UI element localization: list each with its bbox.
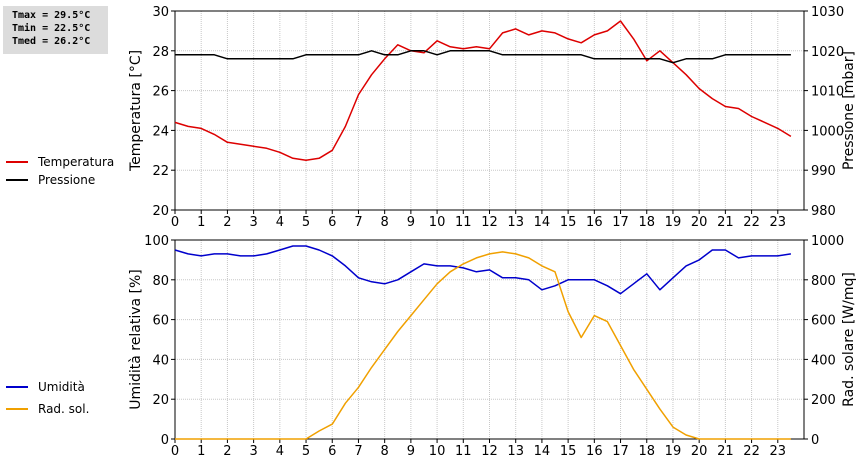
x-tick-label: 15 [560, 215, 577, 230]
x-tick-label: 2 [223, 444, 231, 459]
x-tick-label: 22 [743, 444, 760, 459]
y-left-tick-label: 60 [152, 314, 169, 329]
x-tick-label: 19 [665, 444, 682, 459]
x-tick-label: 22 [743, 215, 760, 230]
x-tick-label: 21 [717, 444, 734, 459]
x-tick-label: 1 [197, 444, 205, 459]
y-left-tick-label: 22 [152, 164, 169, 179]
x-tick-label: 8 [381, 444, 389, 459]
y-left-tick-label: 20 [152, 393, 169, 408]
x-tick-label: 14 [534, 215, 551, 230]
x-tick-label: 20 [691, 444, 708, 459]
y-left-tick-label: 80 [152, 274, 169, 289]
y-left-tick-label: 24 [152, 124, 169, 139]
stats-box: Tmax = 29.5°C Tmin = 22.5°C Tmed = 26.2°… [3, 6, 108, 54]
x-tick-label: 7 [354, 444, 362, 459]
y-right-tick-label: 400 [811, 353, 836, 368]
y-left-tick-label: 30 [152, 5, 169, 20]
x-tick-label: 9 [407, 215, 415, 230]
y-right-tick-label: 990 [811, 164, 836, 179]
y-right-tick-label: 200 [811, 393, 836, 408]
y-right-tick-label: 1020 [811, 45, 844, 60]
series-line-pressione [175, 50, 791, 64]
y-left-tick-label: 100 [144, 234, 169, 249]
x-tick-label: 1 [197, 215, 205, 230]
legend-label: Umidità [38, 380, 85, 394]
y-left-tick-label: 0 [161, 433, 169, 448]
plot-frame [174, 239, 805, 440]
x-tick-label: 10 [429, 444, 446, 459]
x-tick-label: 5 [302, 444, 310, 459]
x-tick-label: 16 [586, 444, 603, 459]
y-left-axis-label: Umidità relativa [%] [128, 269, 144, 410]
x-tick-label: 10 [429, 215, 446, 230]
y-right-axis-label: Pressione [mbar] [841, 51, 857, 170]
x-tick-label: 2 [223, 215, 231, 230]
y-right-axis-label: Rad. solare [W/mq] [841, 272, 857, 407]
x-tick-label: 19 [665, 215, 682, 230]
x-tick-label: 9 [407, 444, 415, 459]
y-left-tick-label: 26 [152, 85, 169, 100]
x-tick-label: 11 [455, 215, 472, 230]
x-tick-label: 3 [249, 444, 257, 459]
x-tick-label: 23 [770, 215, 787, 230]
x-tick-label: 6 [328, 215, 336, 230]
y-right-tick-label: 980 [811, 204, 836, 219]
legend-label: Rad. sol. [38, 402, 89, 416]
x-tick-label: 12 [481, 215, 498, 230]
x-tick-label: 11 [455, 444, 472, 459]
y-right-tick-label: 1000 [811, 234, 844, 249]
y-left-tick-label: 40 [152, 353, 169, 368]
x-tick-label: 12 [481, 444, 498, 459]
series-line-rad-sol- [175, 251, 791, 440]
x-tick-label: 23 [770, 444, 787, 459]
x-tick-label: 4 [276, 215, 284, 230]
x-tick-label: 17 [612, 215, 629, 230]
y-left-tick-label: 28 [152, 45, 169, 60]
y-left-axis-label: Temperatura [°C] [128, 50, 144, 172]
x-tick-label: 6 [328, 444, 336, 459]
x-tick-label: 0 [171, 444, 179, 459]
y-right-tick-label: 600 [811, 314, 836, 329]
legend-label: Temperatura [37, 155, 114, 169]
x-tick-label: 0 [171, 215, 179, 230]
y-right-tick-label: 1010 [811, 85, 844, 100]
chart-panel-1: 0 1 2 3 4 5 6 7 8 9 10 11 12 13 14 15 16 17 18 19 20 21 22 2320… [6, 5, 857, 230]
x-tick-label: 4 [276, 444, 284, 459]
x-tick-label: 21 [717, 215, 734, 230]
tmin-text: Tmin = 22.5°C [12, 23, 91, 34]
y-right-tick-label: 1030 [811, 5, 844, 20]
x-tick-label: 14 [534, 444, 551, 459]
y-right-tick-label: 1000 [811, 124, 844, 139]
plot-frame [174, 10, 805, 211]
x-tick-label: 5 [302, 215, 310, 230]
y-right-tick-label: 0 [811, 433, 819, 448]
x-tick-label: 15 [560, 444, 577, 459]
x-tick-label: 16 [586, 215, 603, 230]
x-tick-label: 13 [507, 444, 524, 459]
x-tick-label: 3 [249, 215, 257, 230]
series-line-temperatura [174, 20, 792, 162]
tmed-text: Tmed = 26.2°C [12, 36, 91, 47]
y-right-tick-label: 800 [811, 274, 836, 289]
x-tick-label: 8 [381, 215, 389, 230]
x-tick-label: 7 [354, 215, 362, 230]
x-tick-label: 13 [507, 215, 524, 230]
x-tick-label: 20 [691, 215, 708, 230]
legend-label: Pressione [38, 173, 95, 187]
tmax-text: Tmax = 29.5°C [12, 10, 91, 21]
x-tick-label: 17 [612, 444, 629, 459]
y-left-tick-label: 20 [152, 204, 169, 219]
x-tick-label: 18 [638, 215, 655, 230]
chart-panel-2: 0 1 2 3 4 5 6 7 8 9 10 11 12 13 14 15 16 17 18 19 20 21 22 2302… [6, 234, 857, 459]
series-line-umidit- [174, 245, 792, 295]
x-tick-label: 18 [638, 444, 655, 459]
